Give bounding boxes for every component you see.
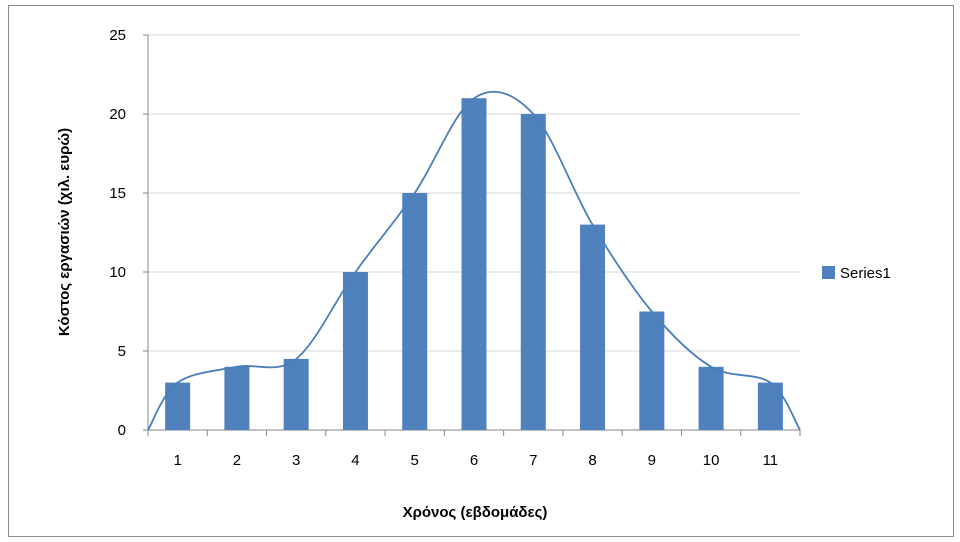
bars [165,98,783,430]
y-axis-title: Κόστος εργασιών (χιλ. ευρώ) [56,128,73,336]
bar [580,224,606,430]
x-tick-label: 5 [411,452,419,469]
x-tick-label: 4 [351,452,359,469]
x-tick-label: 6 [470,452,478,469]
x-tick-label: 1 [173,452,181,469]
x-tick-labels: 1 2 3 4 5 6 7 8 9 10 11 [173,452,778,469]
x-tick-label: 8 [588,452,596,469]
x-tick-label: 9 [648,452,656,469]
y-tick-label: 0 [118,422,126,439]
legend: Series1 [822,265,891,282]
bar [224,366,250,430]
bar [520,114,546,430]
legend-label-series1: Series1 [840,265,891,282]
y-tick-label: 20 [109,106,126,123]
x-tick-label: 2 [233,452,241,469]
bar [698,366,724,430]
bar [402,193,428,430]
trendline [147,90,801,431]
legend-swatch [822,266,835,279]
x-tick-label: 11 [763,452,779,469]
bar [461,98,487,430]
bar [283,358,309,430]
y-tick-label: 15 [109,185,126,202]
y-tick-label: 5 [118,343,126,360]
y-tick-label: 10 [109,264,126,281]
y-tick-label: 25 [109,27,126,44]
x-tick-label: 3 [292,452,300,469]
y-tick-labels: 0 5 10 15 20 25 [109,27,126,439]
bar [757,382,783,430]
x-tick-label: 10 [703,452,720,469]
x-tick-label: 7 [529,452,537,469]
bar [165,382,191,430]
bar [342,272,368,430]
bar [639,311,665,430]
x-axis-title: Χρόνος (εβδομάδες) [403,504,548,521]
